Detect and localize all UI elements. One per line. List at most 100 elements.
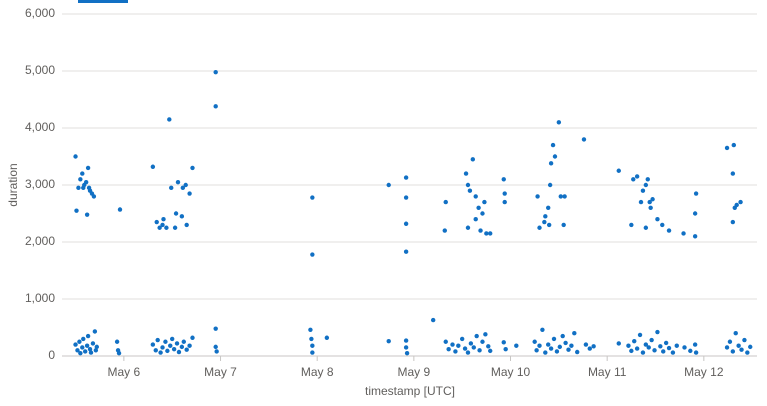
point: [681, 231, 686, 236]
x-tick-label: May 6: [108, 365, 141, 379]
point: [563, 340, 568, 346]
point: [187, 343, 192, 348]
point: [733, 331, 738, 336]
y-tick-label: 4,000: [25, 120, 55, 134]
point: [174, 341, 180, 346]
point: [187, 191, 192, 196]
point: [459, 336, 465, 342]
point: [77, 339, 82, 344]
point: [477, 348, 482, 353]
point: [661, 349, 666, 354]
point: [742, 337, 747, 343]
x-tick-label: May 10: [491, 365, 531, 379]
point: [532, 339, 537, 344]
point: [548, 161, 554, 166]
point: [575, 349, 580, 355]
point: [616, 168, 621, 173]
point: [467, 188, 473, 193]
point: [640, 350, 646, 355]
point: [308, 327, 313, 332]
point: [470, 157, 476, 162]
point: [80, 345, 85, 350]
point: [503, 346, 508, 352]
y-tick-label: 1,000: [25, 291, 55, 305]
point: [650, 197, 655, 202]
point: [546, 342, 551, 347]
y-tick-label: 2,000: [25, 234, 55, 248]
point: [403, 195, 409, 200]
point: [85, 165, 91, 171]
point: [150, 164, 156, 169]
point: [213, 104, 218, 109]
point: [446, 346, 451, 352]
point: [181, 339, 186, 344]
point: [486, 344, 491, 349]
point: [688, 348, 693, 354]
point: [155, 337, 160, 343]
point: [465, 182, 471, 188]
point: [478, 228, 483, 233]
point: [554, 349, 560, 354]
point: [692, 211, 698, 216]
x-axis-label: timestamp [UTC]: [365, 384, 455, 398]
point: [666, 228, 672, 233]
y-tick-label: 6,000: [25, 6, 55, 20]
point: [660, 222, 665, 228]
point: [692, 342, 698, 347]
point: [180, 185, 186, 191]
point: [488, 348, 493, 354]
point: [158, 350, 163, 355]
point: [150, 342, 156, 347]
point: [557, 344, 563, 350]
point: [581, 137, 587, 142]
point: [655, 329, 660, 335]
point: [501, 340, 506, 345]
point: [646, 345, 651, 350]
point: [94, 344, 99, 350]
point: [637, 332, 643, 338]
point: [748, 344, 753, 350]
point: [78, 350, 83, 356]
point: [693, 350, 699, 355]
point: [583, 342, 589, 347]
point: [160, 222, 165, 228]
point: [179, 344, 185, 350]
point: [591, 344, 596, 349]
point: [214, 349, 219, 354]
point: [488, 231, 493, 236]
point: [629, 222, 634, 228]
point: [632, 338, 637, 344]
point: [175, 179, 181, 185]
point: [552, 154, 558, 159]
point: [745, 350, 750, 355]
point: [213, 344, 218, 350]
point: [724, 345, 730, 350]
y-tick-label: 5,000: [25, 63, 55, 77]
point: [535, 194, 540, 199]
point: [403, 249, 409, 254]
point: [90, 341, 96, 346]
point: [484, 231, 489, 236]
point: [462, 346, 468, 351]
point: [546, 205, 551, 210]
point: [117, 207, 123, 212]
point: [561, 222, 566, 228]
point: [443, 199, 448, 205]
point: [167, 117, 172, 122]
point: [731, 142, 737, 148]
point: [647, 199, 652, 205]
point: [443, 339, 448, 344]
point: [540, 327, 545, 332]
point: [190, 165, 195, 171]
x-tick-label: May 9: [398, 365, 431, 379]
y-tick-label: 0: [48, 348, 55, 362]
point: [83, 179, 89, 185]
point: [631, 177, 636, 182]
point: [76, 185, 81, 191]
point: [453, 349, 458, 354]
point: [84, 212, 90, 217]
y-axis-label: duration: [6, 163, 20, 206]
point: [172, 225, 178, 230]
